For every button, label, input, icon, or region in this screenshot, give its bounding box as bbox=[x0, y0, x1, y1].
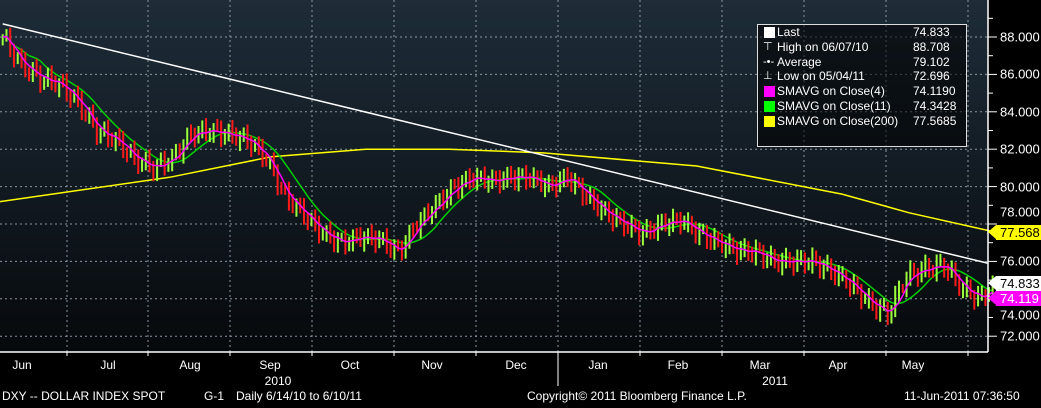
y-tick-label: 88.000 bbox=[1000, 29, 1040, 45]
month-label: Mar bbox=[749, 358, 771, 372]
legend-value: 74.1190 bbox=[913, 84, 956, 99]
legend-label: High on 06/07/10 bbox=[777, 39, 869, 54]
sma4-last-tag: 74.119 bbox=[988, 291, 1041, 306]
legend-entry: SMAVG on Close(4) 74.1190 bbox=[758, 84, 966, 99]
legend-label: SMAVG on Close(200) bbox=[777, 113, 899, 128]
month-label: May bbox=[901, 358, 925, 372]
trendline bbox=[2, 23, 989, 264]
y-tick-label: 72.000 bbox=[1000, 328, 1040, 344]
month-label: Oct bbox=[340, 358, 360, 372]
y-tick-label: 82.000 bbox=[1000, 141, 1040, 157]
copyright: Copyright© 2011 Bloomberg Finance L.P. bbox=[527, 389, 747, 403]
y-tick-label: 86.000 bbox=[1000, 66, 1040, 82]
legend-value: 79.102 bbox=[913, 54, 950, 69]
legend-entry: SMAVG on Close(200) 77.5685 bbox=[758, 114, 966, 129]
legend-label: Last bbox=[777, 25, 800, 39]
month-label: Feb bbox=[667, 358, 689, 372]
year-label: 2010 bbox=[264, 374, 292, 388]
month-label: Aug bbox=[179, 358, 201, 372]
legend-swatch bbox=[764, 27, 775, 38]
month-label: Apr bbox=[828, 358, 848, 372]
y-tick-label: 74.000 bbox=[1000, 307, 1040, 323]
y-tick-label: 80.000 bbox=[1000, 179, 1040, 195]
legend-entry: Last 74.833 bbox=[758, 25, 966, 40]
legend-value: 74.833 bbox=[913, 25, 950, 39]
sma4-line bbox=[2, 35, 994, 312]
last-price-tag: 74.833 bbox=[988, 276, 1041, 291]
month-label: Jun bbox=[12, 358, 32, 372]
low-marker-icon: ⊥ bbox=[763, 70, 773, 83]
date-range: Daily 6/14/10 to 6/10/11 bbox=[236, 389, 362, 403]
legend-value: 77.5685 bbox=[913, 113, 957, 128]
month-label: Sep bbox=[259, 358, 281, 372]
legend-label: SMAVG on Close(11) bbox=[777, 98, 891, 113]
legend-swatch bbox=[764, 115, 775, 127]
legend-swatch bbox=[764, 86, 775, 98]
y-tick-label: 76.000 bbox=[1000, 253, 1040, 269]
legend-value: 88.708 bbox=[913, 39, 950, 54]
year-label: 2011 bbox=[762, 374, 788, 388]
average-marker-icon: -•- bbox=[763, 55, 775, 68]
sma200-line bbox=[0, 148, 993, 233]
legend-value: 74.3428 bbox=[913, 98, 957, 113]
legend-label: SMAVG on Close(4) bbox=[777, 84, 885, 99]
legend-entry: ⊤ High on 06/07/10 88.708 bbox=[758, 40, 966, 55]
high-marker-icon: ⊤ bbox=[763, 40, 773, 53]
y-tick-label: 84.000 bbox=[1000, 104, 1040, 120]
legend: Last 74.833 ⊤ High on 06/07/10 88.708 -•- Aver… bbox=[757, 24, 967, 147]
legend-label: Average bbox=[777, 54, 822, 69]
graph-id: G-1 bbox=[204, 389, 225, 403]
legend-swatch bbox=[764, 100, 775, 112]
month-label: Jan bbox=[588, 358, 608, 372]
y-tick-label: 78.000 bbox=[1000, 204, 1040, 220]
sma200-last-tag: 77.568 bbox=[988, 225, 1041, 240]
legend-entry: -•- Average 79.102 bbox=[758, 55, 966, 70]
legend-entry: SMAVG on Close(11) 74.3428 bbox=[758, 99, 966, 114]
month-label: Jul bbox=[100, 358, 116, 372]
month-label: Nov bbox=[421, 358, 443, 372]
legend-entry: ⊥ Low on 05/04/11 72.696 bbox=[758, 69, 966, 84]
legend-label: Low on 05/04/11 bbox=[777, 69, 865, 84]
timestamp: 11-Jun-2011 07:36:50 bbox=[904, 389, 1020, 403]
month-label: Dec bbox=[505, 358, 527, 372]
legend-value: 72.696 bbox=[913, 69, 950, 84]
ticker-label: DXY -- DOLLAR INDEX SPOT bbox=[2, 389, 166, 403]
